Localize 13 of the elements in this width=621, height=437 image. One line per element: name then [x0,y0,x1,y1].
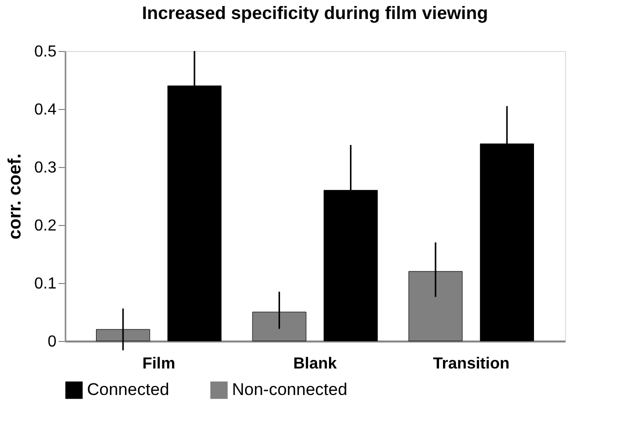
chart-title: Increased specificity during film viewing [142,3,488,23]
x-tick-label: Blank [293,356,337,372]
y-axis-title: corr. coef. [4,153,24,240]
x-tick-label: Transition [433,356,510,372]
y-tick-label: 0.1 [34,276,57,292]
legend-label: Connected [87,380,170,400]
legend-label: Non-connected [232,380,348,400]
y-tick-label: 0.2 [34,218,57,234]
y-tick-label: 0.4 [34,102,57,118]
y-tick-label: 0.3 [34,160,57,176]
x-tick-label: Film [142,356,176,372]
y-tick-label: 0.5 [34,44,57,60]
y-tick-label: 0 [48,334,57,350]
